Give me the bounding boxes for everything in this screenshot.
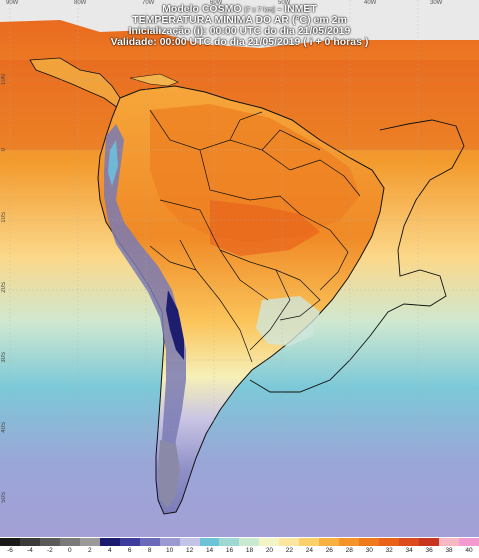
valid-time: Validade: 00:00 UTC do dia 21/05/2019 ( … bbox=[110, 36, 369, 48]
colorbar-swatch bbox=[399, 538, 420, 546]
colorbar-swatch bbox=[119, 538, 140, 546]
colorbar-swatch bbox=[99, 538, 120, 546]
colorbar-swatch bbox=[179, 538, 200, 546]
colorbar-swatch bbox=[219, 538, 240, 546]
andes-coldest bbox=[166, 290, 184, 360]
borders bbox=[149, 109, 361, 363]
central-warm bbox=[210, 200, 320, 256]
colorbar-label: 4 bbox=[107, 547, 112, 554]
colorbar-swatch bbox=[39, 538, 60, 546]
amazon-warm bbox=[150, 104, 360, 242]
colorbar-swatch bbox=[79, 538, 100, 546]
colorbar-label: 36 bbox=[425, 547, 433, 554]
colorbar-label: -6 bbox=[7, 547, 13, 554]
colorbar-label: 18 bbox=[245, 547, 254, 554]
colorbar-swatch bbox=[458, 538, 479, 546]
colorbar-label: 32 bbox=[385, 547, 393, 554]
lat-label: 10S bbox=[1, 212, 7, 223]
lat-label: 50S bbox=[1, 492, 7, 503]
colorbar-swatch bbox=[319, 538, 340, 546]
colorbar-swatch bbox=[0, 538, 20, 546]
map-title: Modelo COSMO [7 x 7 km] - INMET bbox=[162, 3, 317, 15]
lon-label: 30W bbox=[430, 0, 443, 6]
colorbar-swatch bbox=[139, 538, 160, 546]
colorbar-swatch bbox=[279, 538, 300, 546]
colorbar-label: 16 bbox=[225, 547, 234, 554]
lon-label: 90W bbox=[6, 0, 19, 6]
colorbar-label: 22 bbox=[285, 547, 294, 554]
colorbar-swatch bbox=[259, 538, 280, 546]
colorbar-swatch bbox=[299, 538, 320, 546]
colorbar-label: 14 bbox=[205, 547, 214, 554]
lon-label: 80W bbox=[74, 0, 87, 6]
colorbar-label: 2 bbox=[88, 547, 92, 554]
lat-label: 40S bbox=[1, 422, 7, 433]
colorbar-label: 34 bbox=[405, 547, 413, 554]
north-area bbox=[0, 0, 479, 48]
andes-north bbox=[108, 140, 118, 186]
colorbar-label: 30 bbox=[365, 547, 373, 554]
map-variable: TEMPERATURA MÍNIMA DO AR (°C) em 2m bbox=[132, 14, 347, 26]
lat-label: 10N bbox=[1, 74, 7, 86]
colorbar-swatch bbox=[359, 538, 380, 546]
colorbar: -6 -4 -2 0 2 4 6 8 10 12 14 16 18 20 22 24 26 28 30 32 34 36 3… bbox=[0, 538, 479, 558]
colorbar-label: -4 bbox=[27, 547, 33, 554]
south-brazil bbox=[256, 296, 320, 346]
lon-label: 40W bbox=[364, 0, 377, 6]
colorbar-swatch bbox=[19, 538, 40, 546]
colorbar-swatch bbox=[379, 538, 400, 546]
colorbar-label: 8 bbox=[147, 547, 152, 554]
colorbar-label: -2 bbox=[47, 547, 53, 554]
lat-label: 30S bbox=[1, 352, 7, 363]
colorbar-label: 28 bbox=[345, 547, 353, 554]
colorbar-labels: -6 -4 -2 0 2 4 6 8 10 12 14 16 18 20 22 24 26 28 30 32 34 36 3… bbox=[0, 547, 479, 557]
colorbar-label: 38 bbox=[445, 547, 453, 554]
colorbar-swatch bbox=[438, 538, 459, 546]
colorbar-label: 20 bbox=[265, 547, 274, 554]
andes-cold bbox=[104, 124, 186, 505]
lat-label: 0 bbox=[1, 148, 7, 152]
map-canvas bbox=[0, 0, 479, 537]
colorbar-swatch bbox=[419, 538, 439, 546]
lon-label: 50W bbox=[278, 0, 291, 6]
temperature-map: 90W 80W 70W 60W 50W 40W 30W 10N 0 10S 20… bbox=[0, 0, 479, 537]
eez-outline bbox=[249, 119, 465, 393]
lon-label: 70W bbox=[142, 0, 155, 6]
colorbar-label: 0 bbox=[68, 547, 72, 554]
lon-label: 60W bbox=[210, 0, 223, 6]
graticule bbox=[0, 0, 479, 537]
lat-label: 20S bbox=[1, 282, 7, 293]
colorbar-swatches bbox=[0, 538, 479, 546]
colorbar-swatch bbox=[59, 538, 80, 546]
colorbar-label: 10 bbox=[166, 547, 174, 554]
colorbar-swatch bbox=[199, 538, 220, 546]
colorbar-swatch bbox=[239, 538, 260, 546]
colorbar-swatch bbox=[339, 538, 360, 546]
colorbar-label: 6 bbox=[127, 547, 132, 554]
colorbar-swatch bbox=[159, 538, 180, 546]
patagonia bbox=[158, 440, 180, 508]
init-time: Inicialização (i): 00:00 UTC do dia 21/0… bbox=[128, 25, 351, 37]
colorbar-label: 40 bbox=[465, 547, 473, 554]
colorbar-label: 26 bbox=[325, 547, 333, 554]
colorbar-label: 12 bbox=[185, 547, 194, 554]
colorbar-label: 24 bbox=[305, 547, 313, 554]
